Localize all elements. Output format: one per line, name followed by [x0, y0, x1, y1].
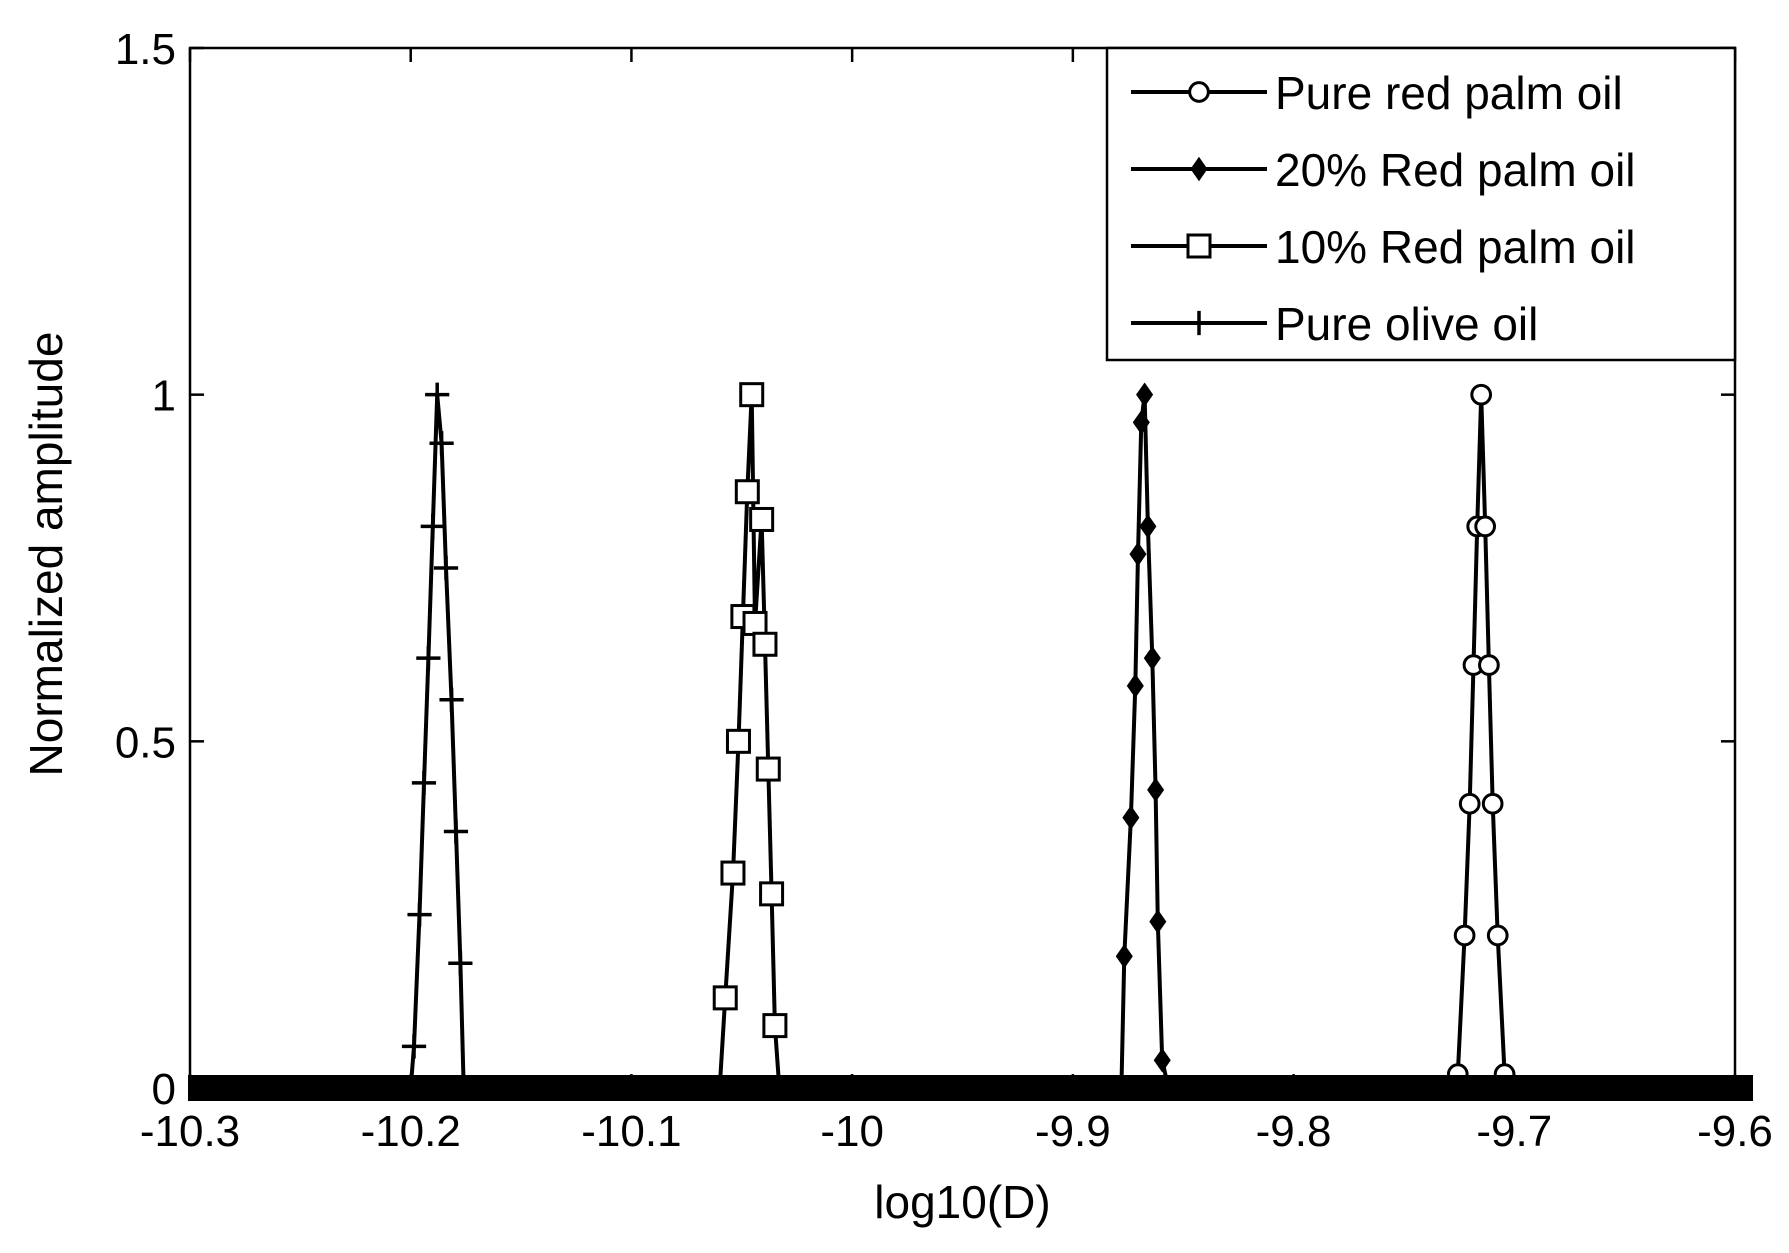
diamond-marker: [1153, 1048, 1171, 1073]
legend-box: [1105, 46, 1737, 362]
y-axis-label: Normalized amplitude: [20, 332, 72, 777]
diamond-marker: [1126, 673, 1144, 699]
circle-marker: [1474, 515, 1497, 538]
x-axis-label: log10(D): [874, 1176, 1050, 1228]
plus-marker: [433, 555, 459, 581]
circle-marker: [1453, 924, 1476, 947]
square-marker: [720, 860, 746, 886]
y-tick-label: 0.5: [115, 718, 176, 767]
square-marker: [749, 506, 775, 532]
legend-item: 10% Red palm oil: [1131, 221, 1636, 273]
diamond-marker: [1139, 514, 1157, 539]
square-marker: [762, 1013, 788, 1039]
x-tick-label: -10.3: [140, 1107, 240, 1156]
x-tick-label: -10: [820, 1107, 884, 1156]
square-marker: [759, 881, 785, 907]
x-tick-labels: -10.3 -10.2 -10.1 -10 -9.9 -9.8 -9.7 -9.6: [140, 1107, 1773, 1156]
y-tick-labels: 0 0.5 1 1.5: [115, 25, 176, 1114]
x-tick-label: -9.7: [1476, 1107, 1552, 1156]
y-tick-label: 1.5: [115, 25, 176, 74]
legend-item: Pure olive oil: [1131, 298, 1538, 350]
plus-marker: [439, 687, 464, 712]
plus-marker: [411, 770, 437, 796]
plus-marker: [425, 382, 450, 407]
square-marker: [725, 728, 751, 754]
diamond-marker: [1122, 805, 1140, 830]
square-marker: [712, 985, 738, 1011]
plus-marker: [448, 951, 473, 976]
diamond-marker: [1149, 909, 1167, 934]
diamond-marker: [1190, 156, 1208, 182]
circle-marker: [1470, 383, 1493, 406]
diamond-marker: [1136, 382, 1154, 407]
x-tick-label: -10.1: [581, 1107, 681, 1156]
legend-label: Pure olive oil: [1275, 298, 1538, 350]
legend-item: Pure red palm oil: [1131, 67, 1623, 119]
plus-marker: [443, 819, 469, 844]
x-tick-label: -10.2: [361, 1107, 461, 1156]
square-marker: [742, 610, 768, 636]
diamond-marker: [1147, 777, 1165, 803]
plus-marker: [407, 902, 432, 927]
plus-marker: [429, 431, 454, 456]
square-marker: [755, 756, 781, 782]
legend: Pure red palm oil 20% Red palm oil 10% Red…: [1105, 46, 1737, 362]
legend-label: 20% Red palm oil: [1275, 144, 1636, 196]
circle-marker: [1188, 81, 1210, 103]
diamond-marker: [1115, 944, 1133, 969]
legend-item: 20% Red palm oil: [1131, 144, 1636, 196]
plus-marker: [420, 514, 445, 539]
x-tick-label: -9.6: [1697, 1107, 1773, 1156]
square-marker: [734, 479, 760, 505]
diamond-marker: [1143, 645, 1161, 671]
y-tick-label: 1: [152, 372, 176, 421]
square-marker: [1186, 233, 1212, 259]
circle-marker: [1478, 654, 1500, 676]
series-line: [408, 392, 467, 1090]
circle-marker: [1481, 792, 1504, 815]
circle-marker: [1458, 792, 1481, 815]
plus-marker: [1186, 310, 1212, 336]
y-tick-label: 0: [152, 1065, 176, 1114]
diamond-marker: [1132, 410, 1150, 435]
legend-label: 10% Red palm oil: [1275, 221, 1636, 273]
square-marker: [752, 631, 778, 657]
circle-marker: [1486, 924, 1509, 947]
x-tick-label: -9.8: [1256, 1107, 1332, 1156]
plus-marker: [416, 646, 441, 671]
square-marker: [739, 382, 765, 408]
legend-label: Pure red palm oil: [1275, 67, 1623, 119]
plus-marker: [401, 1034, 427, 1059]
x-tick-label: -9.9: [1035, 1107, 1111, 1156]
diamond-marker: [1129, 541, 1147, 567]
